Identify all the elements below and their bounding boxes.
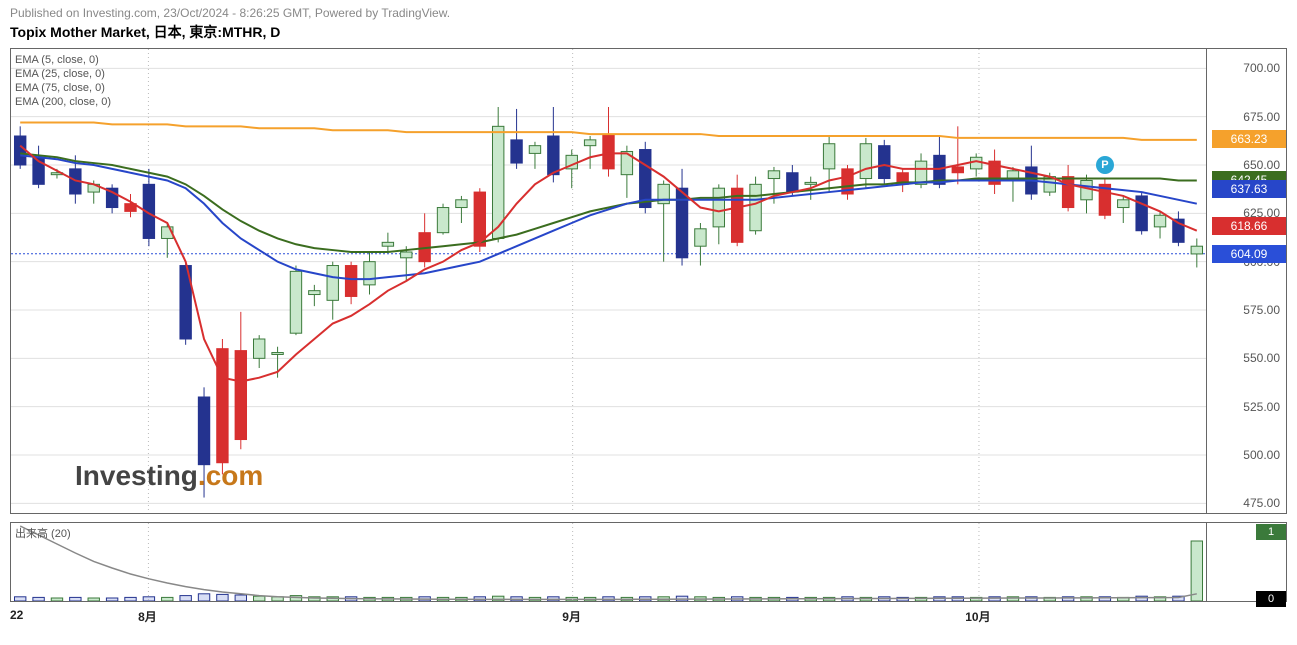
ytick-label: 575.00 bbox=[1243, 303, 1280, 317]
ema-legend: EMA (5, close, 0)EMA (25, close, 0)EMA (… bbox=[15, 53, 111, 109]
volume-panel[interactable]: 10 出来高 (20) bbox=[10, 522, 1287, 602]
ytick-label: 475.00 bbox=[1243, 496, 1280, 510]
xtick-label: 8月 bbox=[138, 608, 157, 625]
price-badge: 637.63 bbox=[1212, 180, 1286, 198]
volume-badge: 1 bbox=[1256, 524, 1286, 540]
x-axis: 22 8月 9月 10月 bbox=[10, 604, 1207, 632]
chart-title: Topix Mother Market, 日本, 東京:MTHR, D bbox=[0, 20, 1297, 46]
price-axis: 475.00500.00525.00550.00575.00600.00625.… bbox=[1206, 49, 1286, 513]
ytick-label: 500.00 bbox=[1243, 448, 1280, 462]
ytick-label: 700.00 bbox=[1243, 61, 1280, 75]
price-chart-panel[interactable]: P 475.00500.00525.00550.00575.00600.0062… bbox=[10, 48, 1287, 514]
investing-logo: Investing.com bbox=[75, 460, 263, 492]
xtick-label: 9月 bbox=[562, 608, 581, 625]
ema-legend-item: EMA (25, close, 0) bbox=[15, 67, 111, 81]
ytick-label: 550.00 bbox=[1243, 351, 1280, 365]
p-marker-icon: P bbox=[1096, 156, 1114, 174]
volume-axis: 10 bbox=[1206, 523, 1286, 601]
price-badge: 604.09 bbox=[1212, 245, 1286, 263]
volume-badge: 0 bbox=[1256, 591, 1286, 607]
price-badge: 663.23 bbox=[1212, 130, 1286, 148]
ema-legend-item: EMA (5, close, 0) bbox=[15, 53, 111, 67]
xtick-label: 10月 bbox=[965, 608, 990, 625]
ytick-label: 675.00 bbox=[1243, 110, 1280, 124]
price-badge: 618.66 bbox=[1212, 217, 1286, 235]
ytick-label: 525.00 bbox=[1243, 400, 1280, 414]
xtick-label: 22 bbox=[10, 608, 23, 622]
ema-legend-item: EMA (200, close, 0) bbox=[15, 95, 111, 109]
published-line: Published on Investing.com, 23/Oct/2024 … bbox=[0, 0, 1297, 20]
ema-legend-item: EMA (75, close, 0) bbox=[15, 81, 111, 95]
volume-title: 出来高 (20) bbox=[15, 525, 71, 541]
